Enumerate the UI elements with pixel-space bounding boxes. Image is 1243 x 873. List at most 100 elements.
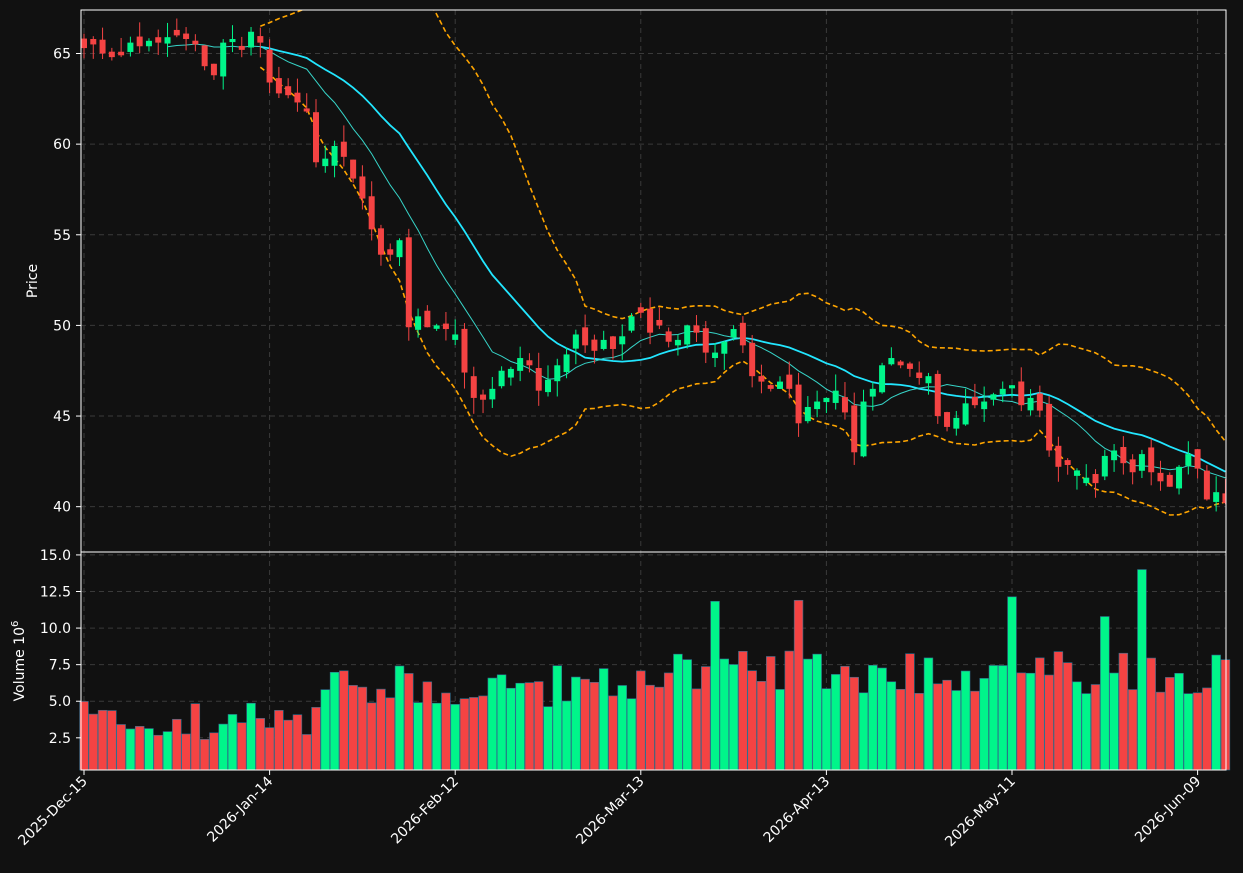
- candle: [90, 36, 97, 59]
- volume-bar: [283, 719, 293, 771]
- candle: [368, 181, 375, 241]
- volume-bar: [506, 687, 516, 771]
- volume-bar: [125, 728, 136, 771]
- candle: [1185, 441, 1192, 475]
- price-y-ticks: 40 45 50 55 60 65: [53, 47, 81, 516]
- volume-bar: [515, 682, 525, 771]
- candle-body: [934, 373, 941, 417]
- price-panel: 40 45 50 55 60 65 Price: [25, 9, 1227, 553]
- candle: [173, 18, 180, 38]
- candle: [507, 366, 514, 386]
- candle-body: [192, 40, 199, 45]
- candle: [1046, 395, 1053, 457]
- volume-bar: [413, 702, 423, 771]
- ma-20-line: [260, 45, 1226, 473]
- volume-bar: [441, 692, 451, 771]
- volume-bar: [394, 665, 405, 771]
- candle-body: [127, 42, 134, 52]
- volume-bar: [459, 698, 470, 771]
- candle: [684, 324, 691, 349]
- volume-bar: [998, 665, 1008, 771]
- candle: [637, 302, 644, 318]
- volume-bar: [682, 659, 692, 771]
- candle: [879, 362, 886, 394]
- candle: [1138, 449, 1145, 479]
- volume-bar: [1109, 672, 1119, 771]
- volume-bar: [1202, 687, 1212, 771]
- candle-body: [1101, 455, 1108, 477]
- volume-bar: [320, 689, 330, 771]
- candle: [1055, 436, 1062, 482]
- volume-bar: [329, 671, 340, 771]
- candle: [814, 390, 821, 418]
- candle-body: [814, 401, 821, 410]
- volume-bar: [766, 656, 776, 771]
- x-tick-label: 2026-Jan-14: [204, 773, 276, 845]
- candle-body: [1083, 477, 1090, 484]
- volume-bar: [144, 728, 154, 771]
- candle: [405, 228, 412, 341]
- volume-bar: [821, 688, 832, 771]
- volume-bar: [1174, 673, 1184, 771]
- candle: [1213, 476, 1220, 512]
- volume-bar: [840, 665, 850, 771]
- volume-bar: [1165, 677, 1175, 771]
- volume-axis-label: Volume 106: [10, 621, 28, 702]
- candle-body: [201, 45, 208, 67]
- candle: [1027, 389, 1034, 416]
- candle-body: [108, 51, 115, 58]
- volume-bar: [784, 650, 794, 771]
- price-axis-label: Price: [25, 264, 41, 298]
- volume-bar: [422, 681, 433, 771]
- candle-body: [582, 327, 589, 346]
- candle: [229, 25, 236, 53]
- volume-bar: [803, 658, 813, 771]
- volume-bar: [237, 722, 247, 771]
- candle-body: [786, 374, 793, 389]
- candle-body: [563, 354, 570, 373]
- candle: [136, 22, 143, 54]
- volume-bar: [738, 650, 748, 771]
- candle-body: [1064, 460, 1071, 465]
- x-tick-label: 2026-Feb-12: [388, 774, 462, 848]
- candle-body: [452, 334, 459, 340]
- candle-body: [990, 394, 997, 400]
- volume-bar: [673, 653, 683, 771]
- candle-body: [461, 328, 468, 373]
- volume-bar: [1137, 569, 1147, 771]
- candle: [201, 45, 208, 71]
- volume-bar: [645, 684, 655, 771]
- candle: [582, 314, 589, 353]
- candle-body: [916, 372, 923, 378]
- volume-bar: [1053, 651, 1064, 771]
- volume-bar: [812, 653, 822, 771]
- candle-body: [1185, 454, 1192, 466]
- candle: [192, 34, 199, 52]
- candle: [248, 26, 255, 56]
- candle-body: [1203, 470, 1210, 500]
- volume-bar: [598, 668, 609, 771]
- candle: [535, 352, 542, 406]
- candle-body: [1213, 492, 1220, 502]
- candle: [1203, 465, 1210, 501]
- candle-body: [350, 159, 357, 179]
- candle-body: [637, 307, 644, 313]
- volume-bar: [701, 666, 711, 771]
- candle-body: [1157, 472, 1164, 482]
- candle-body: [433, 325, 440, 329]
- volume-bar: [487, 677, 498, 771]
- candle-body: [851, 405, 858, 453]
- candle: [1064, 458, 1071, 475]
- volume-bar: [719, 658, 730, 771]
- candle: [442, 312, 449, 341]
- volume-tick-label: 5.0: [49, 694, 71, 710]
- candle-body: [999, 388, 1006, 395]
- candle-body: [489, 388, 496, 400]
- candle-body: [823, 397, 830, 403]
- candle-body: [331, 145, 338, 166]
- candle: [489, 376, 496, 408]
- volume-bar: [905, 653, 915, 771]
- volume-axis-label-text: Volume 10: [12, 627, 28, 701]
- candle-body: [841, 397, 848, 413]
